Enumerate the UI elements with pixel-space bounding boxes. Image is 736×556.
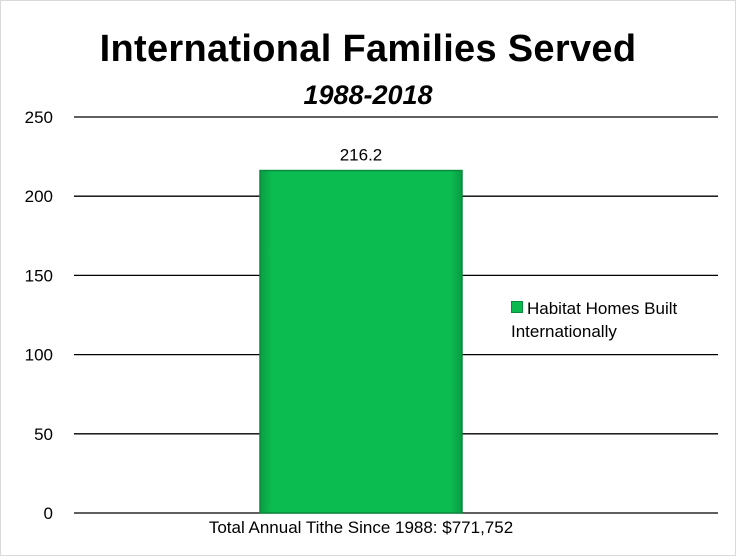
legend-swatch	[511, 301, 523, 313]
y-tick-label: 100	[25, 346, 53, 365]
y-tick-label: 50	[34, 425, 53, 444]
data-labels: 216.2	[340, 146, 383, 165]
y-tick-label: 150	[25, 266, 53, 285]
data-label: 216.2	[340, 146, 383, 165]
chart-title: International Families Served	[99, 28, 637, 70]
y-tick-label: 200	[25, 187, 53, 206]
bar	[259, 169, 463, 514]
legend: Habitat Homes Built Internationally	[511, 297, 726, 343]
bars	[259, 169, 463, 514]
category-label: Total Annual Tithe Since 1988: $771,752	[209, 518, 513, 537]
y-tick-label: 0	[44, 504, 53, 523]
y-tick-label: 250	[25, 108, 53, 127]
y-axis-ticks: 0 50 100 150 200 250	[25, 108, 53, 523]
chart-subtitle: 1988-2018	[303, 80, 433, 110]
category-labels: Total Annual Tithe Since 1988: $771,752	[209, 518, 513, 537]
legend-label: Habitat Homes Built Internationally	[511, 299, 678, 341]
